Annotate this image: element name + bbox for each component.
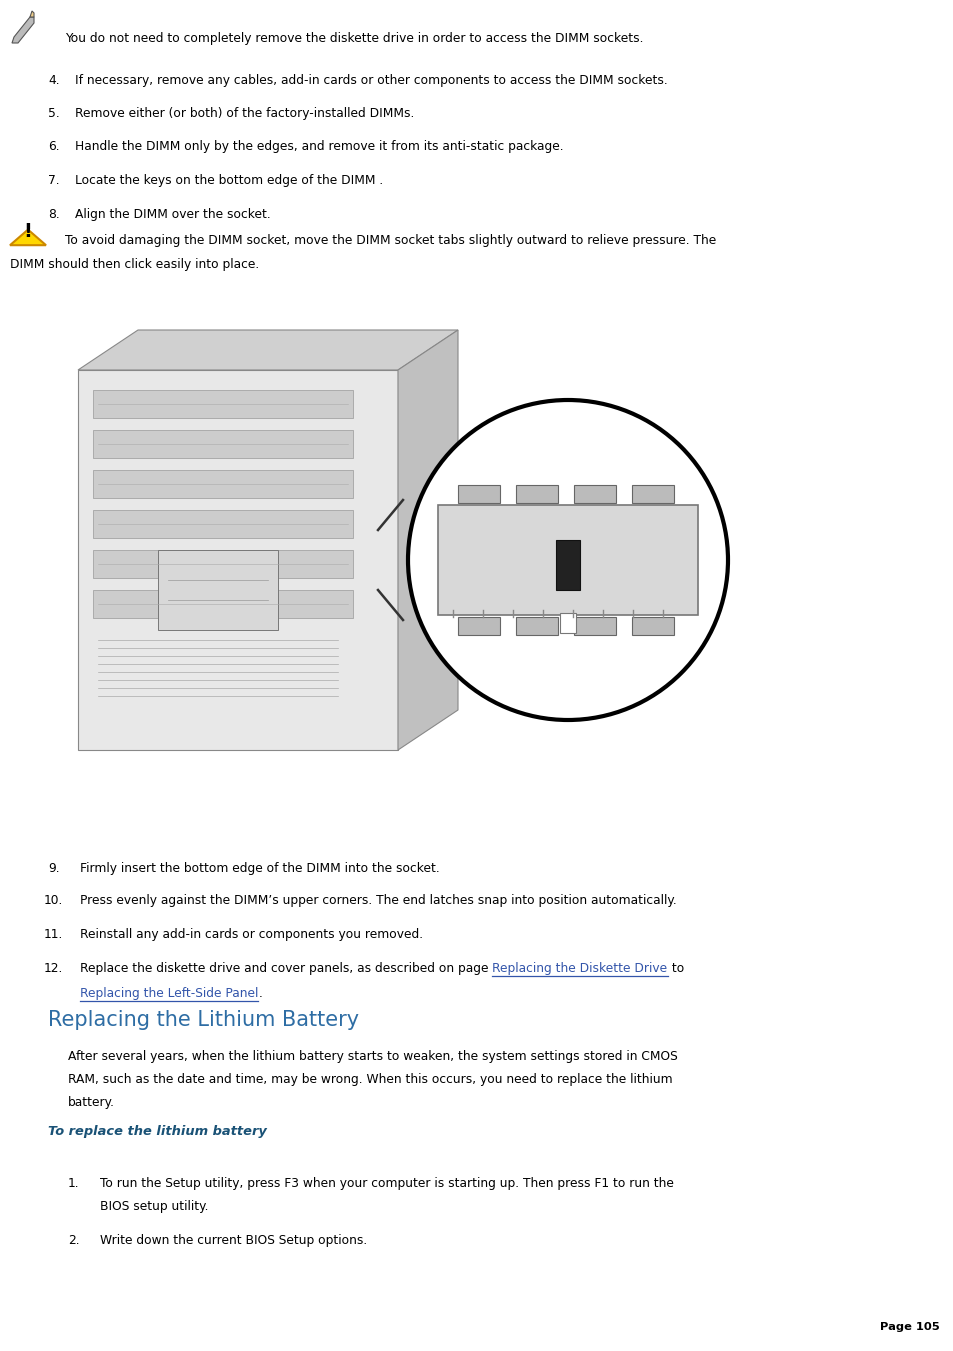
Text: 2.: 2. — [68, 1233, 79, 1247]
Bar — [158, 550, 277, 630]
Bar — [556, 540, 579, 590]
Circle shape — [408, 400, 727, 720]
Text: Locate the keys on the bottom edge of the DIMM .: Locate the keys on the bottom edge of th… — [75, 174, 383, 186]
Text: .: . — [258, 988, 262, 1000]
Text: Replace the diskette drive and cover panels, as described on page: Replace the diskette drive and cover pan… — [80, 962, 492, 975]
Text: Replacing the Left-Side Panel: Replacing the Left-Side Panel — [80, 988, 258, 1000]
Bar — [437, 505, 698, 615]
Text: Page 105: Page 105 — [879, 1323, 939, 1332]
Bar — [574, 617, 616, 635]
Text: 10.: 10. — [44, 894, 63, 907]
Bar — [631, 485, 673, 503]
Bar — [516, 485, 558, 503]
Text: Firmly insert the bottom edge of the DIMM into the socket.: Firmly insert the bottom edge of the DIM… — [80, 862, 439, 875]
Bar — [574, 485, 616, 503]
Text: 6.: 6. — [48, 141, 59, 153]
Text: Align the DIMM over the socket.: Align the DIMM over the socket. — [75, 208, 271, 222]
Bar — [92, 430, 353, 458]
Text: 5.: 5. — [48, 107, 60, 120]
Text: RAM, such as the date and time, may be wrong. When this occurs, you need to repl: RAM, such as the date and time, may be w… — [68, 1073, 672, 1086]
Bar — [457, 617, 499, 635]
Polygon shape — [397, 330, 457, 750]
Text: to: to — [667, 962, 683, 975]
Bar — [92, 509, 353, 538]
Bar — [631, 617, 673, 635]
Text: !: ! — [24, 222, 32, 242]
Polygon shape — [78, 330, 457, 370]
Bar — [92, 470, 353, 499]
Bar — [92, 550, 353, 578]
Bar — [516, 617, 558, 635]
Bar — [92, 390, 353, 417]
Text: BIOS setup utility.: BIOS setup utility. — [100, 1200, 209, 1213]
Text: If necessary, remove any cables, add-in cards or other components to access the : If necessary, remove any cables, add-in … — [75, 74, 667, 86]
Text: Replacing the Lithium Battery: Replacing the Lithium Battery — [48, 1011, 358, 1029]
Bar — [559, 613, 576, 634]
Text: DIMM should then click easily into place.: DIMM should then click easily into place… — [10, 258, 259, 272]
Text: Press evenly against the DIMM’s upper corners. The end latches snap into positio: Press evenly against the DIMM’s upper co… — [80, 894, 676, 907]
Polygon shape — [78, 370, 397, 750]
Text: Replacing the Diskette Drive: Replacing the Diskette Drive — [492, 962, 667, 975]
Text: battery.: battery. — [68, 1096, 115, 1109]
Text: Write down the current BIOS Setup options.: Write down the current BIOS Setup option… — [100, 1233, 367, 1247]
Text: Reinstall any add-in cards or components you removed.: Reinstall any add-in cards or components… — [80, 928, 423, 942]
Text: After several years, when the lithium battery starts to weaken, the system setti: After several years, when the lithium ba… — [68, 1050, 677, 1063]
Polygon shape — [12, 18, 34, 43]
Bar — [457, 485, 499, 503]
Text: 7.: 7. — [48, 174, 59, 186]
Text: Remove either (or both) of the factory-installed DIMMs.: Remove either (or both) of the factory-i… — [75, 107, 414, 120]
Text: 4.: 4. — [48, 74, 59, 86]
Text: 1.: 1. — [68, 1177, 79, 1190]
Text: You do not need to completely remove the diskette drive in order to access the D: You do not need to completely remove the… — [65, 32, 643, 45]
Text: To run the Setup utility, press F3 when your computer is starting up. Then press: To run the Setup utility, press F3 when … — [100, 1177, 673, 1190]
Text: To avoid damaging the DIMM socket, move the DIMM socket tabs slightly outward to: To avoid damaging the DIMM socket, move … — [65, 234, 716, 247]
Bar — [92, 590, 353, 617]
Text: 8.: 8. — [48, 208, 60, 222]
Text: 11.: 11. — [44, 928, 63, 942]
Text: To replace the lithium battery: To replace the lithium battery — [48, 1125, 267, 1138]
Polygon shape — [10, 230, 46, 245]
Text: 12.: 12. — [44, 962, 63, 975]
Text: 9.: 9. — [48, 862, 59, 875]
Polygon shape — [30, 11, 34, 18]
Text: Handle the DIMM only by the edges, and remove it from its anti-static package.: Handle the DIMM only by the edges, and r… — [75, 141, 563, 153]
